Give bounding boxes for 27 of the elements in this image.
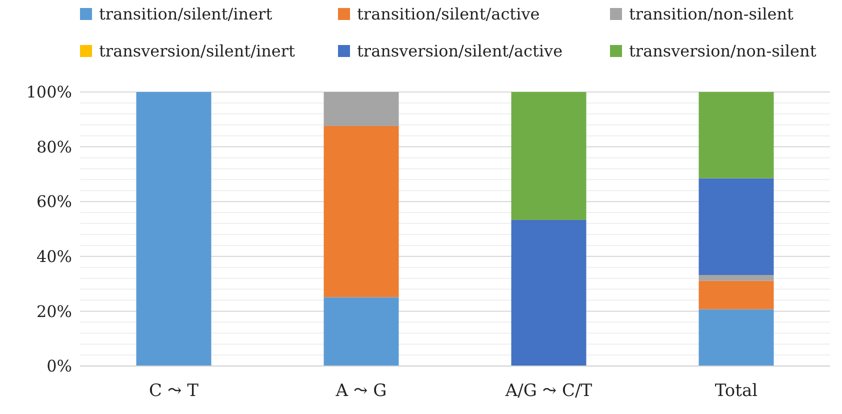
bar bbox=[698, 309, 774, 366]
y-tick-label: 0% bbox=[46, 356, 72, 376]
bar bbox=[324, 126, 399, 298]
bar bbox=[698, 178, 774, 276]
legend-label: transition/non-silent bbox=[629, 4, 794, 24]
x-tick-label: A ⤳ G bbox=[334, 381, 387, 401]
legend-label: transversion/silent/active bbox=[357, 42, 563, 61]
bar bbox=[511, 92, 586, 220]
legend-label: transversion/silent/inert bbox=[99, 42, 296, 61]
bar bbox=[698, 92, 774, 178]
y-tick-label: 100% bbox=[26, 82, 72, 102]
legend-label: transversion/non-silent bbox=[629, 42, 817, 61]
y-tick-label: 40% bbox=[36, 247, 72, 266]
bar bbox=[136, 92, 212, 366]
legend-label: transition/silent/active bbox=[357, 4, 540, 24]
x-tick-label: C ⤳ T bbox=[149, 381, 200, 401]
y-tick-label: 80% bbox=[36, 137, 72, 156]
x-tick-label: A/G ⤳ C/T bbox=[504, 381, 593, 401]
y-tick-label: 20% bbox=[36, 302, 72, 321]
bar bbox=[698, 275, 774, 281]
bar bbox=[698, 280, 774, 310]
bar bbox=[511, 220, 586, 366]
x-tick-label: Total bbox=[714, 381, 758, 401]
bar bbox=[324, 297, 399, 366]
bar bbox=[324, 92, 399, 126]
y-tick-label: 60% bbox=[36, 192, 72, 212]
legend-label: transition/silent/inert bbox=[99, 4, 273, 24]
